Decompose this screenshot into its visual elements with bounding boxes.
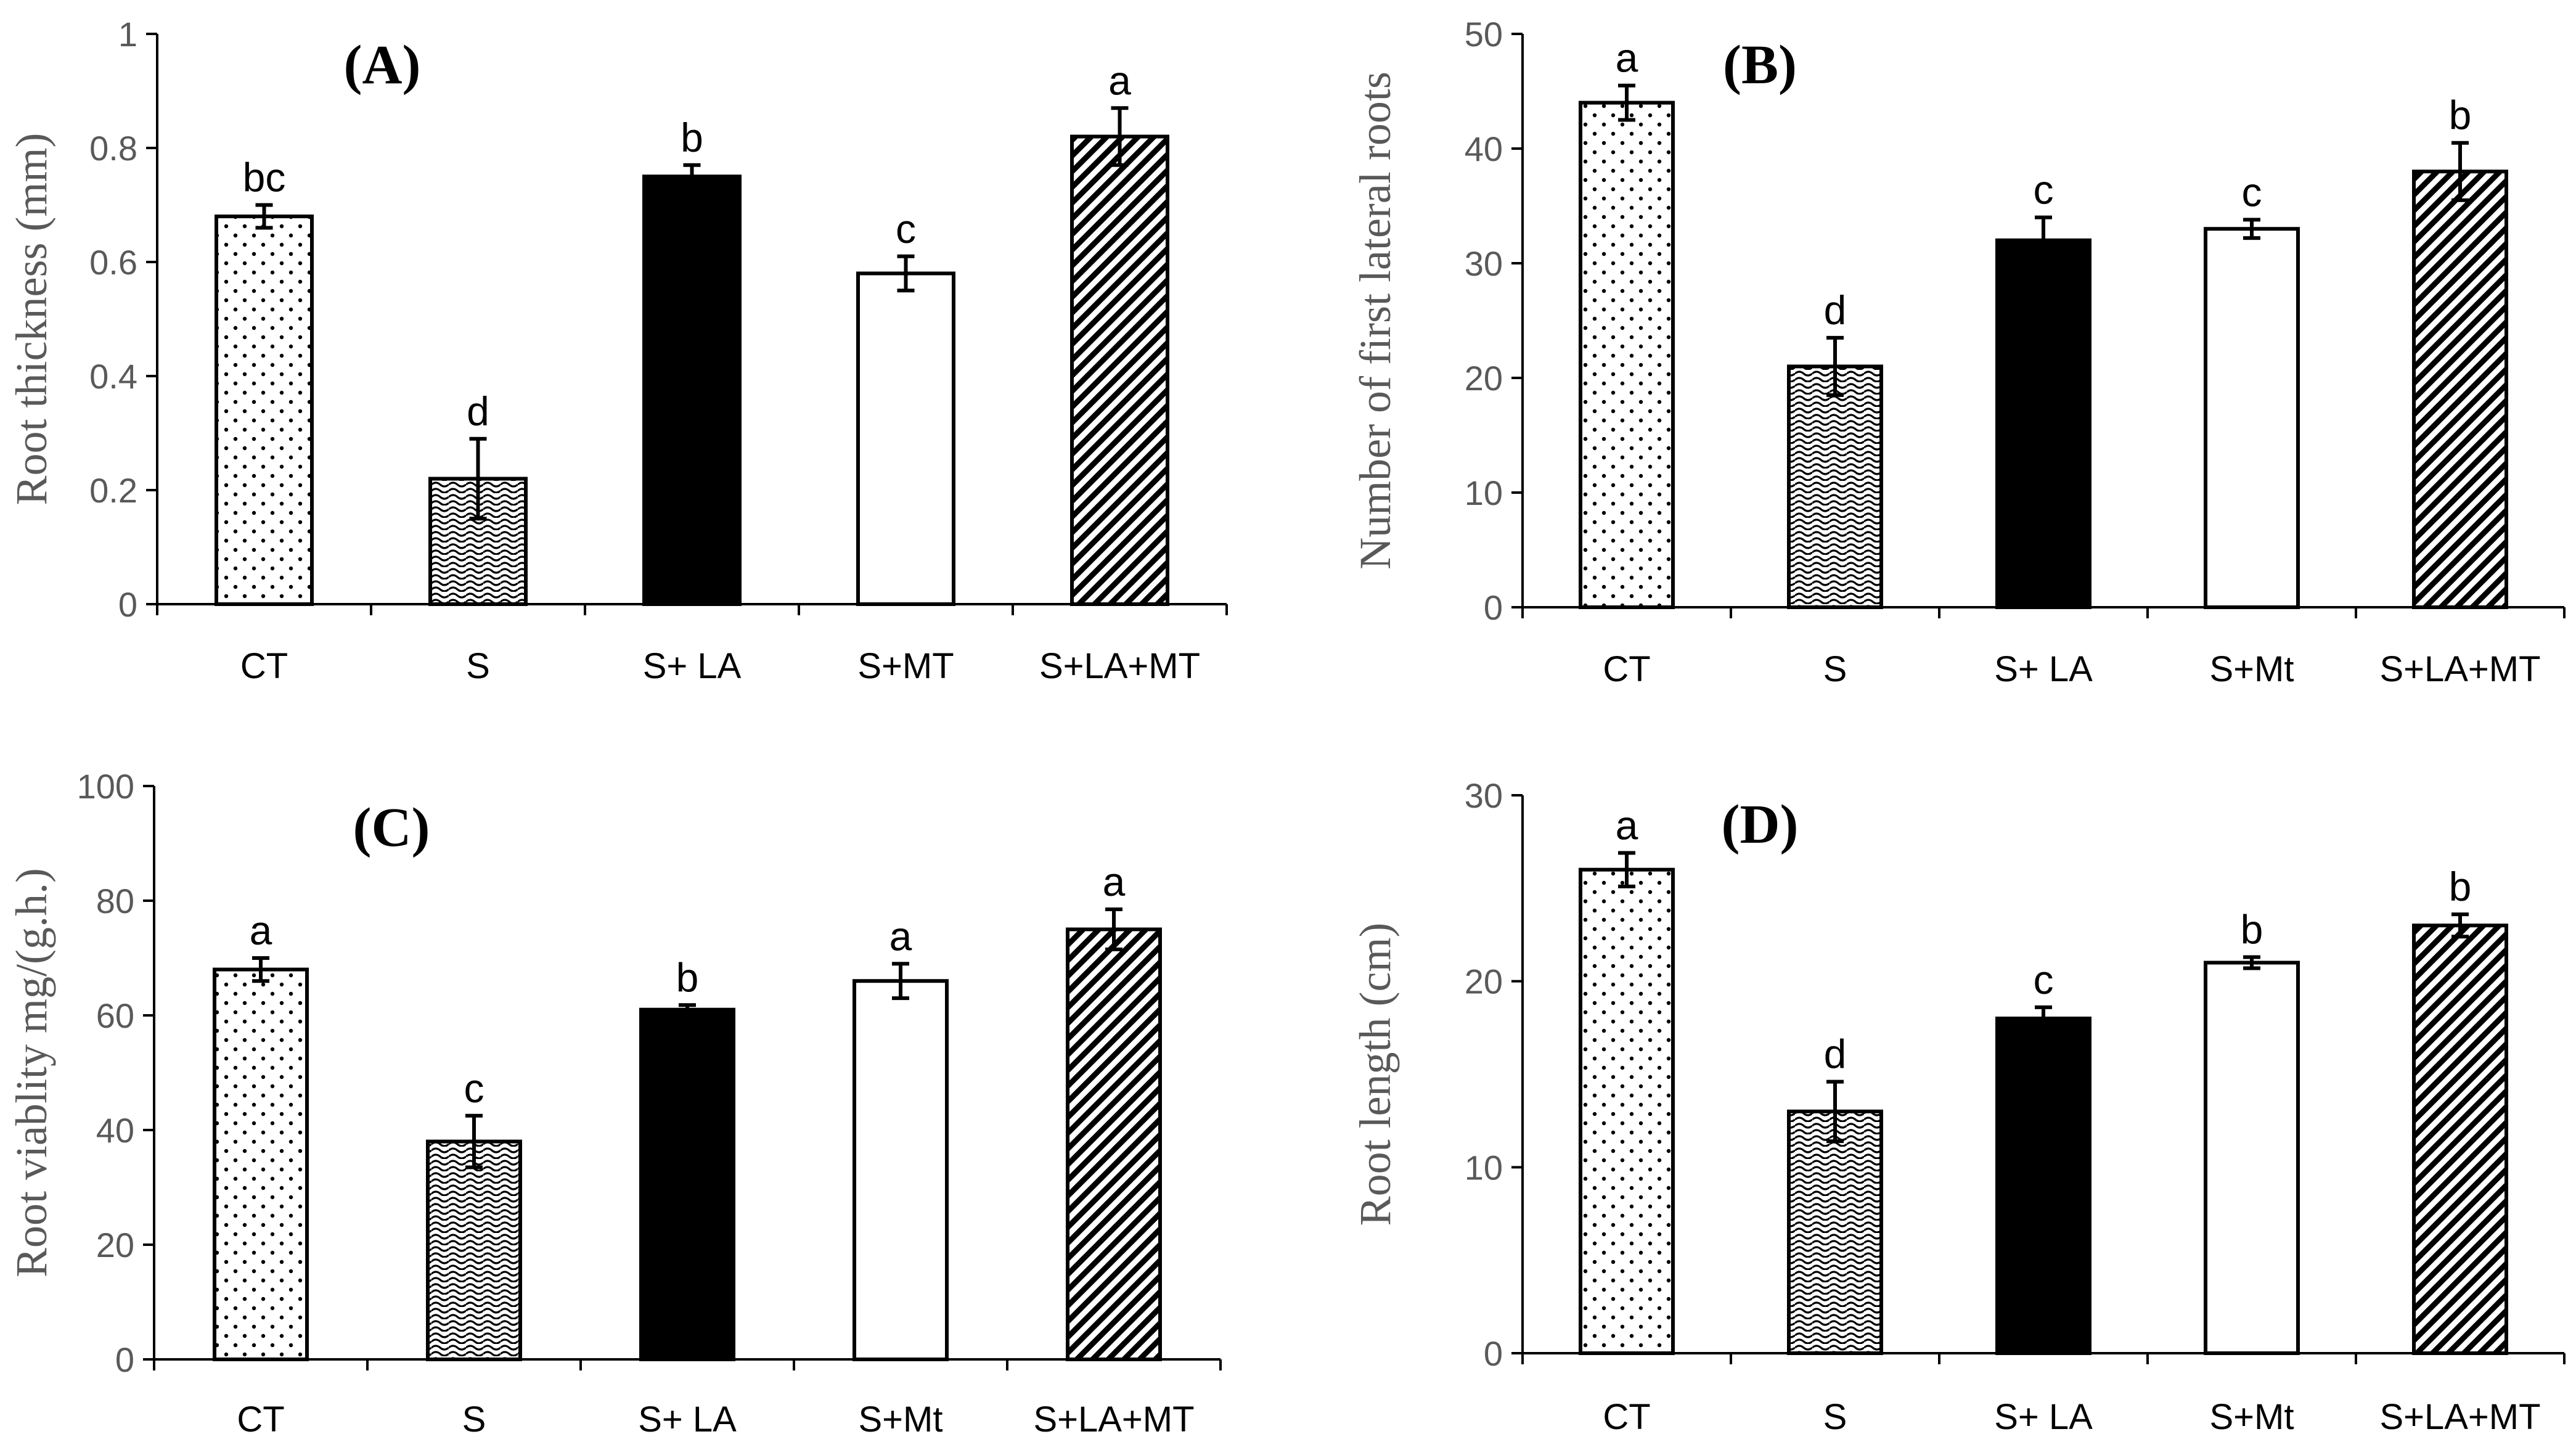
y-axis-label: Root length (cm)	[1351, 923, 1400, 1226]
y-axis-label: Root viablity mg/(g.h.)	[7, 868, 56, 1277]
y-tick-label: 40	[96, 1111, 134, 1150]
y-tick-label: 0.2	[89, 471, 137, 510]
category-label: S	[462, 1399, 486, 1440]
bar	[1787, 364, 1883, 610]
category-label: S+ LA	[1994, 649, 2093, 689]
bar	[853, 979, 949, 1361]
bar	[426, 1139, 522, 1361]
significance-label: c	[2034, 167, 2054, 213]
significance-label: d	[467, 388, 489, 434]
category-label: S+LA+MT	[1039, 646, 1200, 686]
category-label: S+ LA	[643, 646, 742, 686]
y-tick-label: 30	[1465, 776, 1503, 815]
category-label: S+Mt	[2210, 1397, 2294, 1437]
panel-title: (B)	[1723, 35, 1797, 96]
significance-label: bc	[243, 155, 286, 200]
category-label: S+LA+MT	[1033, 1399, 1194, 1440]
y-tick-label: 10	[1465, 1148, 1503, 1187]
significance-label: d	[1824, 1031, 1847, 1077]
category-label: S+ LA	[1994, 1397, 2093, 1437]
panel-d: 0 10 20 30 Root length (cm) (D) a CT d Sc S+ LA b S+…	[1351, 776, 2566, 1437]
y-tick-label: 0.8	[89, 129, 137, 168]
category-label: S+ LA	[638, 1399, 737, 1440]
bar	[639, 1007, 735, 1361]
y-tick-label: 20	[96, 1226, 134, 1264]
y-tick-label: 0	[118, 585, 137, 624]
panel-c: 0 20 40 60 80 100 Root viablity mg/(g.h.) (C) a C…	[7, 767, 1222, 1440]
bar	[1787, 1109, 1883, 1356]
bar	[856, 271, 955, 606]
y-tick-label: 10	[1465, 473, 1503, 512]
y-axis-label: Number of first lateral roots	[1351, 72, 1400, 570]
bar	[1066, 927, 1162, 1361]
panel-title: (D)	[1722, 794, 1799, 855]
category-label: S	[1823, 649, 1847, 689]
category-label: S+Mt	[2210, 649, 2294, 689]
bar	[2204, 961, 2300, 1355]
y-tick-label: 0.4	[89, 357, 137, 396]
category-label: CT	[1603, 1397, 1650, 1437]
bar	[2412, 170, 2508, 609]
category-label: CT	[240, 646, 288, 686]
significance-label: d	[1824, 287, 1847, 333]
y-tick-label: 20	[1465, 962, 1503, 1001]
y-tick-label: 50	[1465, 15, 1503, 54]
panel-b: 0 10 20 30 40 50 Number of first lateral roots…	[1351, 15, 2566, 689]
significance-label: c	[896, 206, 916, 252]
y-tick-label: 30	[1465, 244, 1503, 283]
y-tick-label: 40	[1465, 129, 1503, 168]
significance-label: a	[889, 913, 912, 959]
significance-label: c	[2242, 169, 2262, 215]
y-tick-label: 20	[1465, 359, 1503, 398]
category-label: S	[466, 646, 490, 686]
significance-label: c	[464, 1065, 485, 1111]
y-tick-label: 80	[96, 882, 134, 920]
significance-label: b	[2241, 906, 2263, 952]
significance-label: b	[681, 115, 703, 160]
bar	[642, 174, 742, 606]
bar	[2412, 924, 2508, 1355]
category-label: S+LA+MT	[2379, 649, 2540, 689]
category-label: S	[1823, 1397, 1847, 1437]
significance-label: a	[1616, 35, 1638, 81]
y-tick-label: 0	[1484, 588, 1503, 627]
bar	[1070, 134, 1169, 606]
y-tick-label: 0	[115, 1340, 134, 1379]
panel-title: (C)	[353, 797, 430, 858]
category-label: S+MT	[857, 646, 954, 686]
y-tick-label: 60	[96, 996, 134, 1035]
significance-label: c	[2034, 957, 2054, 1002]
significance-label: b	[2449, 92, 2472, 138]
significance-label: a	[1108, 57, 1131, 103]
bar	[1579, 867, 1675, 1355]
y-axis-label: Root thickness (mm)	[7, 133, 56, 506]
significance-label: a	[1616, 803, 1638, 848]
significance-label: b	[676, 954, 699, 1000]
y-tick-label: 100	[77, 767, 134, 806]
category-label: CT	[1603, 649, 1650, 689]
panel-title: (A)	[344, 35, 421, 96]
bar	[213, 967, 309, 1361]
significance-label: a	[1103, 859, 1126, 904]
y-tick-label: 0	[1484, 1334, 1503, 1373]
bar	[1579, 100, 1675, 610]
category-label: CT	[237, 1399, 284, 1440]
category-label: S+LA+MT	[2379, 1397, 2540, 1437]
y-tick-label: 1	[118, 15, 137, 54]
y-tick-label: 0.6	[89, 243, 137, 282]
significance-label: b	[2449, 864, 2472, 909]
bar	[1995, 238, 2091, 609]
significance-label: a	[250, 907, 272, 953]
category-label: S+Mt	[859, 1399, 943, 1440]
bar	[1995, 1017, 2091, 1355]
bar	[215, 215, 314, 606]
bar	[2204, 227, 2300, 609]
